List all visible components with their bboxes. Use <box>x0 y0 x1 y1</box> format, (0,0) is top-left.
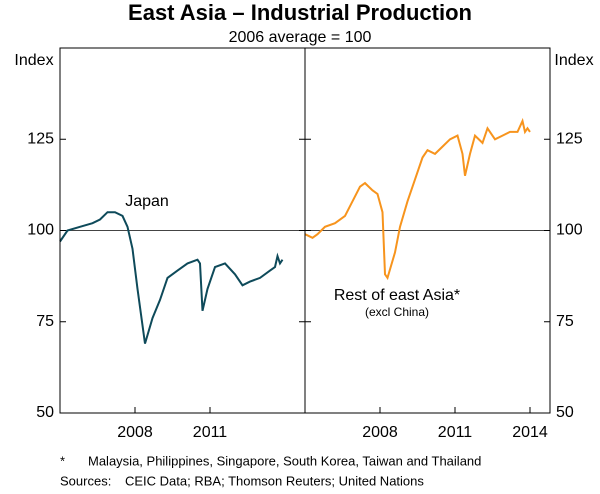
y-axis-label-right: Index <box>554 52 593 69</box>
x-tick-label: 2011 <box>438 424 473 441</box>
y-tick-label-left: 50 <box>36 404 54 421</box>
y-tick-label-right: 50 <box>556 404 574 421</box>
y-tick-label-right: 125 <box>556 130 583 147</box>
x-tick-label: 2008 <box>362 424 398 441</box>
y-tick-label-right: 100 <box>556 222 583 239</box>
chart-subtitle: 2006 average = 100 <box>229 29 372 46</box>
y-tick-label-right: 75 <box>556 313 574 330</box>
footnote-marker: * <box>60 453 65 468</box>
series-line <box>304 117 531 281</box>
x-tick-label: 2014 <box>512 424 548 441</box>
sources-label: Sources: <box>60 473 111 488</box>
x-tick-label: 2011 <box>193 424 228 441</box>
x-tick-label: 2008 <box>117 424 153 441</box>
y-tick-label-left: 100 <box>27 222 54 239</box>
y-axis-label-left: Index <box>14 52 53 69</box>
footnote-text: Malaysia, Philippines, Singapore, South … <box>88 453 481 468</box>
y-tick-label-left: 125 <box>27 130 54 147</box>
series-note: (excl China) <box>365 305 429 319</box>
chart-title: East Asia – Industrial Production <box>128 0 472 25</box>
series-label: Japan <box>125 193 169 210</box>
sources-text: CEIC Data; RBA; Thomson Reuters; United … <box>125 473 424 488</box>
series-label: Rest of east Asia* <box>334 287 460 304</box>
series-line <box>59 211 284 344</box>
y-tick-label-left: 75 <box>36 313 54 330</box>
